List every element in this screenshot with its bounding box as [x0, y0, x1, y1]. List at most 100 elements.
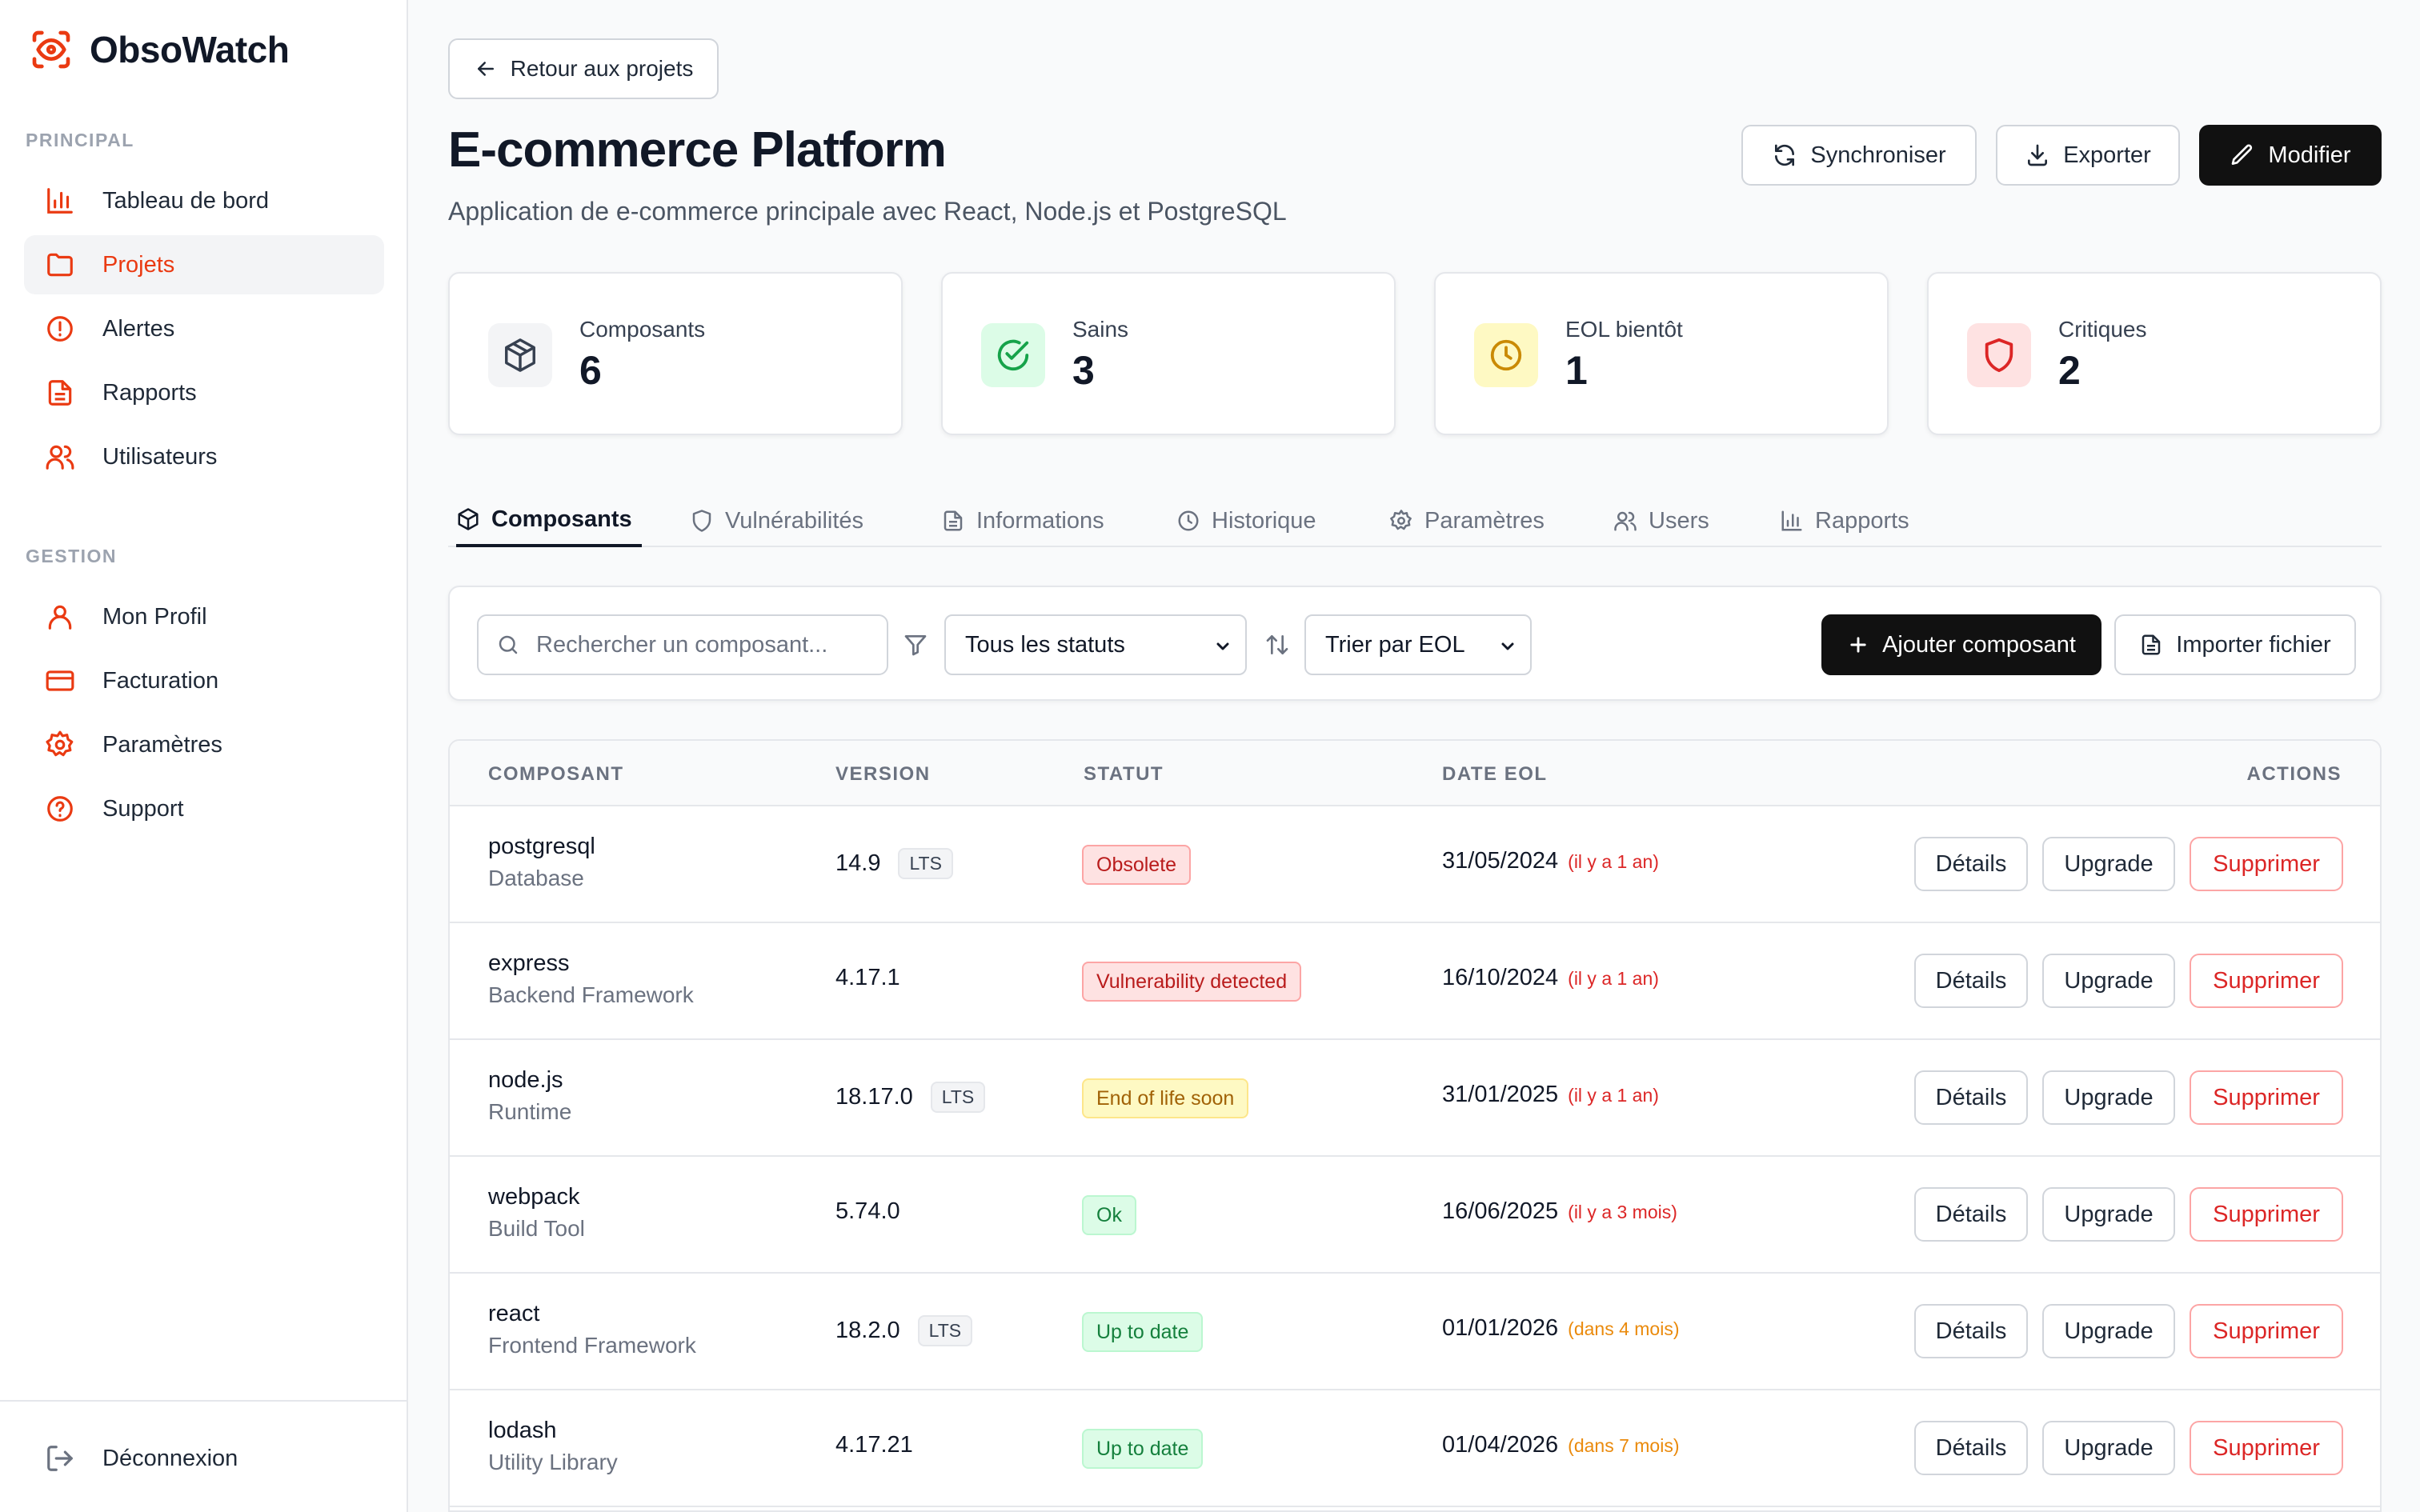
app-name: ObsoWatch	[90, 29, 290, 70]
file-text-icon	[941, 509, 976, 533]
tab-settings[interactable]: Paramètres	[1389, 494, 1545, 547]
delete-button[interactable]: Supprimer	[2190, 1187, 2343, 1242]
sidebar-item-label: Rapports	[102, 379, 197, 406]
add-component-button[interactable]: Ajouter composant	[1821, 614, 2101, 675]
component-type: Utility Library	[488, 1450, 618, 1474]
check-circle-icon	[981, 323, 1045, 387]
details-button[interactable]: Détails	[1914, 1070, 2028, 1125]
component-name: node.js	[488, 1067, 563, 1093]
sync-label: Synchroniser	[1810, 142, 1946, 168]
sidebar-item-billing[interactable]: Facturation	[24, 651, 384, 710]
sidebar-item-users[interactable]: Utilisateurs	[24, 427, 384, 486]
sidebar-item-label: Mon Profil	[102, 603, 207, 630]
details-button[interactable]: Détails	[1914, 1304, 2028, 1358]
sort-value: Trier par EOL	[1325, 631, 1465, 658]
component-version: 5.74.0	[835, 1198, 900, 1225]
details-button[interactable]: Détails	[1914, 837, 2028, 891]
delete-button[interactable]: Supprimer	[2190, 1070, 2343, 1125]
eol-date-value: 01/01/2026	[1442, 1315, 1559, 1341]
sidebar-item-reports[interactable]: Rapports	[24, 363, 384, 422]
eol-date: 01/01/2026 (dans 4 mois)	[1442, 1315, 1679, 1342]
tab-reports[interactable]: Rapports	[1780, 494, 1909, 547]
upgrade-button[interactable]: Upgrade	[2042, 837, 2175, 891]
tab-label: Rapports	[1815, 507, 1909, 534]
sync-button[interactable]: Synchroniser	[1741, 125, 1977, 186]
upgrade-button[interactable]: Upgrade	[2042, 1304, 2175, 1358]
component-type: Backend Framework	[488, 982, 694, 1007]
search-input[interactable]	[535, 630, 871, 659]
sidebar-item-alerts[interactable]: Alertes	[24, 299, 384, 358]
sidebar-item-label: Facturation	[102, 667, 219, 694]
upgrade-button[interactable]: Upgrade	[2042, 1421, 2175, 1475]
stat-card-eol-soon: EOL bientôt 1	[1434, 272, 1889, 435]
tab-informations[interactable]: Informations	[941, 494, 1104, 547]
component-version: 4.17.1	[835, 965, 900, 991]
eol-date-value: 31/05/2024	[1442, 848, 1559, 874]
components-table: COMPOSANT VERSION STATUT DATE EOL ACTION…	[448, 739, 2382, 1512]
tab-label: Vulnérabilités	[725, 507, 864, 534]
plus-icon	[1847, 634, 1882, 656]
delete-button[interactable]: Supprimer	[2190, 1421, 2343, 1475]
download-icon	[2025, 142, 2063, 168]
shield-icon	[1967, 323, 2031, 387]
tab-bar: Composants Vulnérabilités Informations H…	[448, 494, 2382, 547]
stat-value: 6	[579, 348, 602, 393]
delete-button[interactable]: Supprimer	[2190, 954, 2343, 1008]
upgrade-button[interactable]: Upgrade	[2042, 954, 2175, 1008]
details-button[interactable]: Détails	[1914, 954, 2028, 1008]
tab-label: Composants	[491, 506, 632, 532]
stat-label: Composants	[579, 317, 706, 342]
sidebar-item-label: Paramètres	[102, 731, 222, 758]
upgrade-button[interactable]: Upgrade	[2042, 1187, 2175, 1242]
brand[interactable]: ObsoWatch	[29, 27, 290, 72]
back-to-projects-button[interactable]: Retour aux projets	[448, 38, 719, 99]
details-button[interactable]: Détails	[1914, 1187, 2028, 1242]
arrow-left-icon	[474, 57, 511, 81]
eye-scan-logo-icon	[29, 27, 74, 72]
import-file-button[interactable]: Importer fichier	[2114, 614, 2356, 675]
stat-label: Critiques	[2058, 317, 2147, 342]
tab-components[interactable]: Composants	[456, 494, 642, 547]
tab-label: Paramètres	[1424, 507, 1545, 534]
search-box[interactable]	[477, 614, 888, 675]
tab-users[interactable]: Users	[1613, 494, 1709, 547]
table-row: express Backend Framework 4.17.1 Vulnerabil…	[450, 923, 2380, 1040]
file-text-icon	[2139, 633, 2176, 657]
folder-icon	[45, 250, 75, 280]
logout-button[interactable]: Déconnexion	[24, 1429, 384, 1488]
edit-button[interactable]: Modifier	[2199, 125, 2382, 186]
column-header: DATE EOL	[1442, 763, 1548, 785]
tab-vulnerabilities[interactable]: Vulnérabilités	[690, 494, 863, 547]
delete-button[interactable]: Supprimer	[2190, 837, 2343, 891]
sidebar-item-support[interactable]: Support	[24, 779, 384, 838]
tab-history[interactable]: Historique	[1176, 494, 1316, 547]
delete-button[interactable]: Supprimer	[2190, 1304, 2343, 1358]
column-header: ACTIONS	[2246, 763, 2342, 785]
sidebar-item-profile[interactable]: Mon Profil	[24, 587, 384, 646]
sidebar-item-label: Projets	[102, 251, 175, 278]
export-button[interactable]: Exporter	[1996, 125, 2180, 186]
sidebar-item-dashboard[interactable]: Tableau de bord	[24, 171, 384, 230]
eol-date: 31/01/2025 (il y a 1 an)	[1442, 1082, 1659, 1108]
stat-card-critical: Critiques 2	[1927, 272, 2382, 435]
sidebar-item-settings[interactable]: Paramètres	[24, 715, 384, 774]
status-filter-select[interactable]: Tous les statuts	[944, 614, 1247, 675]
stat-value: 3	[1072, 348, 1095, 393]
component-type: Runtime	[488, 1099, 572, 1124]
eol-date: 31/05/2024 (il y a 1 an)	[1442, 848, 1659, 874]
details-button[interactable]: Détails	[1914, 1421, 2028, 1475]
chevron-down-icon	[1498, 637, 1517, 656]
version-number: 4.17.1	[835, 965, 900, 990]
table-row: postgresql Database 14.9 LTS Obsolete 31/05/2…	[450, 806, 2380, 923]
stat-card-components: Composants 6	[448, 272, 903, 435]
sort-select[interactable]: Trier par EOL	[1304, 614, 1532, 675]
import-file-label: Importer fichier	[2176, 631, 2331, 658]
upgrade-button[interactable]: Upgrade	[2042, 1070, 2175, 1125]
table-row: react Frontend Framework 18.2.0 LTS Up to da…	[450, 1274, 2380, 1390]
eol-relative: (il y a 3 mois)	[1568, 1202, 1677, 1222]
gear-icon	[45, 730, 75, 760]
sidebar-item-projects[interactable]: Projets	[24, 235, 384, 294]
section-gestion: GESTION	[26, 546, 118, 566]
package-icon	[488, 323, 552, 387]
status-filter-value: Tous les statuts	[965, 631, 1125, 658]
